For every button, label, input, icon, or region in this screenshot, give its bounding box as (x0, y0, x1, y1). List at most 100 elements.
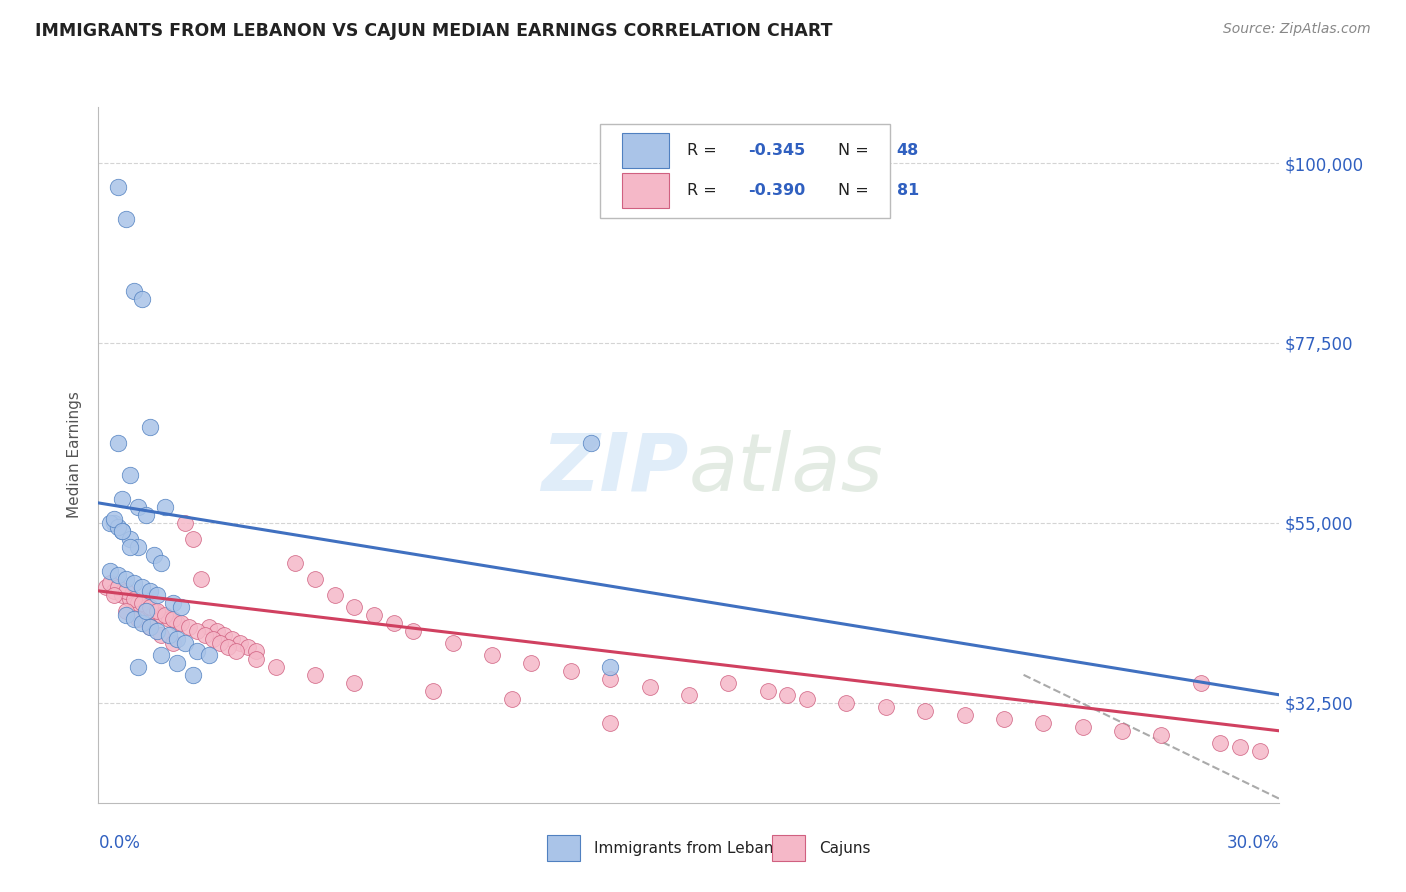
Point (122, 575, 145, 590)
Point (186, 644, 208, 658)
Point (122, 612, 145, 626)
Point (150, 556, 173, 570)
Point (953, 707, 976, 722)
Point (115, 572, 138, 586)
Point (135, 508, 157, 522)
Y-axis label: Median Earnings: Median Earnings (67, 392, 83, 518)
Point (284, 556, 307, 570)
Point (127, 660, 149, 674)
Point (118, 591, 141, 606)
Point (135, 599, 157, 614)
Point (501, 691, 523, 706)
Point (1229, 739, 1251, 754)
Point (181, 668, 204, 682)
Point (194, 628, 217, 642)
Point (162, 636, 184, 650)
Text: ZIP: ZIP (541, 430, 689, 508)
Point (776, 688, 799, 702)
Point (993, 712, 1015, 726)
Point (1111, 723, 1133, 738)
Point (229, 636, 252, 650)
FancyBboxPatch shape (621, 173, 669, 208)
Point (599, 715, 621, 730)
Point (717, 676, 740, 690)
Point (107, 567, 129, 582)
Point (111, 524, 134, 538)
Point (217, 640, 239, 654)
FancyBboxPatch shape (621, 134, 669, 169)
Point (186, 624, 208, 638)
Point (756, 683, 779, 698)
Point (127, 596, 149, 610)
Point (520, 656, 543, 670)
Point (363, 607, 385, 622)
Text: Cajuns: Cajuns (818, 840, 870, 855)
Point (174, 636, 197, 650)
Point (103, 512, 125, 526)
Point (115, 607, 138, 622)
Point (96, 580, 118, 594)
Point (599, 672, 621, 686)
Point (304, 668, 326, 682)
Point (1249, 744, 1271, 758)
Point (131, 596, 153, 610)
Point (103, 583, 125, 598)
Point (118, 467, 141, 482)
Point (638, 680, 661, 694)
Text: N =: N = (838, 144, 873, 159)
Point (343, 599, 366, 614)
Point (174, 516, 197, 530)
Point (131, 615, 153, 630)
Point (131, 292, 153, 306)
Point (111, 588, 134, 602)
Point (236, 640, 259, 654)
Point (127, 500, 149, 514)
Point (166, 656, 188, 670)
Point (166, 632, 188, 646)
Point (190, 572, 212, 586)
Point (103, 588, 125, 602)
Point (481, 648, 503, 662)
Text: Source: ZipAtlas.com: Source: ZipAtlas.com (1223, 22, 1371, 37)
Point (138, 620, 160, 634)
Point (107, 520, 129, 534)
Text: IMMIGRANTS FROM LEBANON VS CAJUN MEDIAN EARNINGS CORRELATION CHART: IMMIGRANTS FROM LEBANON VS CAJUN MEDIAN … (35, 22, 832, 40)
Point (181, 532, 204, 546)
Point (107, 180, 129, 194)
Point (115, 604, 138, 618)
Point (197, 620, 219, 634)
Point (142, 548, 165, 562)
Text: 30.0%: 30.0% (1227, 834, 1279, 852)
FancyBboxPatch shape (772, 835, 804, 862)
Point (221, 632, 243, 646)
Text: N =: N = (838, 183, 873, 198)
Text: R =: R = (686, 144, 721, 159)
Point (107, 580, 129, 594)
Point (98, 564, 121, 578)
FancyBboxPatch shape (600, 124, 890, 219)
Point (560, 664, 582, 678)
Point (264, 660, 287, 674)
Text: R =: R = (686, 183, 721, 198)
Point (1150, 728, 1173, 742)
Point (201, 632, 224, 646)
Point (111, 524, 134, 538)
Point (107, 436, 129, 450)
Point (138, 620, 160, 634)
Point (146, 624, 169, 638)
Point (304, 572, 326, 586)
Point (197, 648, 219, 662)
Point (157, 628, 180, 642)
Point (155, 607, 177, 622)
Point (150, 607, 173, 622)
Point (1032, 715, 1054, 730)
Point (146, 604, 169, 618)
Point (138, 599, 160, 614)
Point (599, 660, 621, 674)
Point (343, 676, 366, 690)
Point (382, 615, 405, 630)
Point (150, 628, 173, 642)
Text: 48: 48 (897, 144, 920, 159)
Point (98, 575, 121, 590)
Point (214, 628, 236, 642)
